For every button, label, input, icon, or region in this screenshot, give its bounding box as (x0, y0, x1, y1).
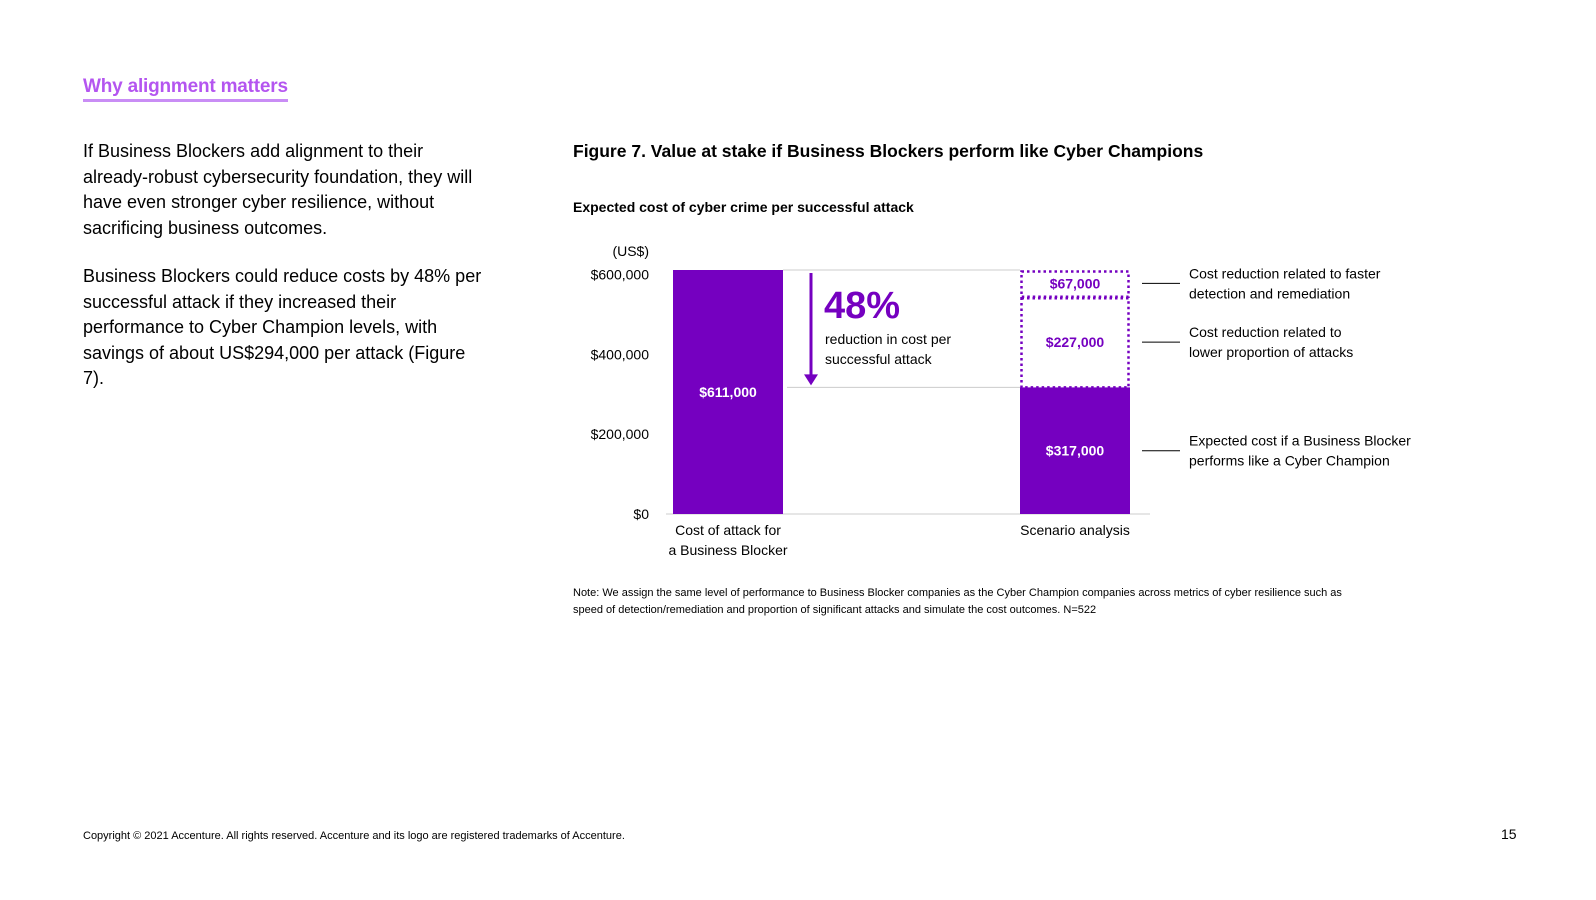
page-number: 15 (1501, 826, 1517, 842)
annotation-text-0-1: performs like a Cyber Champion (1189, 453, 1390, 469)
callout-text-0: reduction in cost per (825, 331, 951, 347)
annotation-text-0-0: Expected cost if a Business Blocker (1189, 433, 1411, 449)
chart-title: Expected cost of cyber crime per success… (573, 199, 914, 215)
x-category-label-1-0: Scenario analysis (1020, 522, 1130, 538)
segment-label-2: $67,000 (1050, 275, 1101, 291)
section-heading: Why alignment matters (83, 76, 288, 102)
figure-title: Figure 7. Value at stake if Business Blo… (573, 141, 1204, 161)
x-category-label-0-1: a Business Blocker (668, 542, 787, 558)
segment-label-1: $227,000 (1046, 334, 1105, 350)
segment-scenario-1 (1020, 297, 1130, 389)
y-tick-label-1: $200,000 (591, 426, 650, 442)
body-paragraph-2: Business Blockers could reduce costs by … (83, 266, 482, 388)
body-paragraph-1: If Business Blockers add alignment to th… (83, 141, 473, 238)
reduction-arrow-head (804, 374, 818, 386)
chart-note: Note: We assign the same level of perfor… (573, 587, 1342, 616)
segment-label-0: $317,000 (1046, 443, 1105, 459)
annotation-text-2-0: Cost reduction related to faster (1189, 265, 1381, 281)
copyright-text: Copyright © 2021 Accenture. All rights r… (83, 830, 625, 842)
annotation-text-1-1: lower proportion of attacks (1189, 344, 1353, 360)
annotation-text-1-0: Cost reduction related to (1189, 324, 1342, 340)
callout-percent: 48% (824, 285, 900, 327)
y-axis-unit-label: (US$) (612, 243, 649, 259)
y-tick-label-2: $400,000 (591, 346, 650, 362)
segment-scenario-0 (1020, 387, 1130, 514)
bar-business-blocker (673, 270, 783, 514)
callout-text-1: successful attack (825, 351, 933, 367)
bar-label-business-blocker: $611,000 (699, 384, 757, 400)
y-tick-label-3: $600,000 (591, 266, 650, 282)
y-tick-label-0: $0 (633, 506, 649, 522)
x-category-label-0-0: Cost of attack for (675, 522, 781, 538)
annotation-text-2-1: detection and remediation (1189, 285, 1350, 301)
